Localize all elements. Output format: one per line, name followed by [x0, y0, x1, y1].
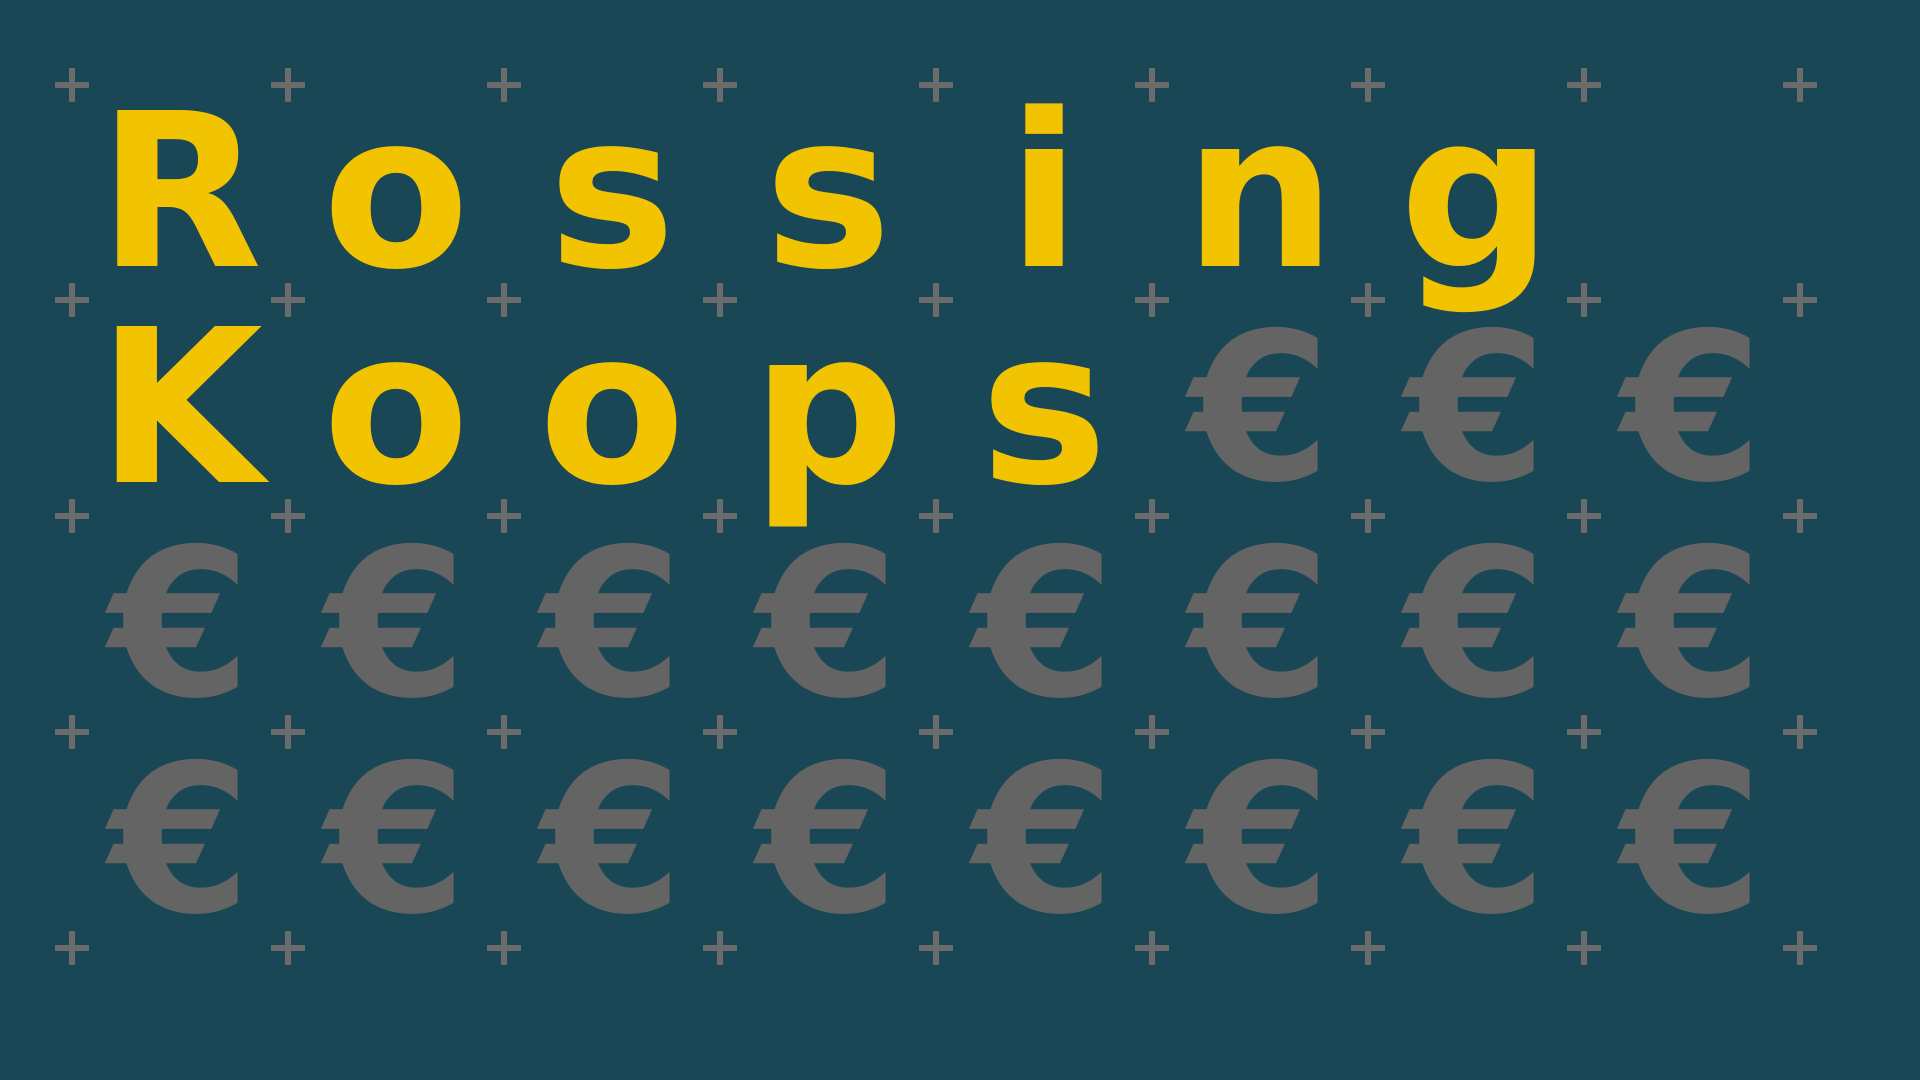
- plus-icon: [55, 499, 89, 533]
- plus-icon: [487, 715, 521, 749]
- plus-icon: [703, 931, 737, 965]
- plus-icon: [487, 68, 521, 102]
- euro-icon: €: [540, 505, 684, 744]
- plus-icon: [1135, 931, 1169, 965]
- plus-icon: [919, 499, 953, 533]
- plus-icon: [55, 283, 89, 317]
- euro-icon: €: [1620, 721, 1764, 960]
- plus-icon: [1783, 499, 1817, 533]
- plus-icon: [1135, 68, 1169, 102]
- plus-icon: [1135, 499, 1169, 533]
- plus-icon: [1567, 283, 1601, 317]
- euro-icon: €: [1404, 289, 1548, 528]
- euro-icon: €: [1404, 505, 1548, 744]
- plus-icon: [271, 283, 305, 317]
- letter-cell: n: [1183, 68, 1337, 317]
- euro-icon: €: [108, 505, 252, 744]
- letter-cell: o: [322, 68, 470, 317]
- plus-icon: [703, 499, 737, 533]
- plus-icon: [703, 715, 737, 749]
- letter-cell: o: [322, 284, 470, 533]
- plus-icon: [919, 283, 953, 317]
- plus-icon: [919, 68, 953, 102]
- plus-icon: [1351, 499, 1385, 533]
- plus-icon: [1567, 715, 1601, 749]
- plus-icon: [703, 283, 737, 317]
- plus-icon: [487, 283, 521, 317]
- plus-icon: [703, 68, 737, 102]
- euro-icon: €: [972, 721, 1116, 960]
- euro-icon: €: [1188, 289, 1332, 528]
- plus-icon: [1351, 715, 1385, 749]
- plus-icon: [55, 715, 89, 749]
- letter-cell: R: [97, 68, 263, 317]
- plus-icon: [1783, 283, 1817, 317]
- letter-cell: g: [1399, 68, 1553, 317]
- plus-icon: [55, 931, 89, 965]
- plus-icon: [271, 715, 305, 749]
- letter-cell: s: [764, 68, 892, 317]
- euro-icon: €: [756, 721, 900, 960]
- plus-icon: [1135, 283, 1169, 317]
- euro-icon: €: [1620, 505, 1764, 744]
- plus-icon: [1783, 68, 1817, 102]
- plus-icon: [1567, 931, 1601, 965]
- plus-icon: [271, 68, 305, 102]
- plus-icon: [1351, 68, 1385, 102]
- letter-cell: s: [548, 68, 676, 317]
- euro-icon: €: [1404, 721, 1548, 960]
- plus-icon: [1135, 715, 1169, 749]
- letter-cell: o: [538, 284, 686, 533]
- plus-icon: [919, 715, 953, 749]
- plus-icon: [1351, 283, 1385, 317]
- euro-icon: €: [324, 505, 468, 744]
- letter-cell: p: [751, 284, 905, 533]
- plus-icon: [1783, 931, 1817, 965]
- euro-icon: €: [756, 505, 900, 744]
- euro-icon: €: [1620, 289, 1764, 528]
- plus-icon: [487, 499, 521, 533]
- letter-cell: s: [980, 284, 1108, 533]
- euro-icon: €: [108, 721, 252, 960]
- euro-icon: €: [972, 505, 1116, 744]
- plus-icon: [271, 931, 305, 965]
- letter-cell: K: [97, 284, 263, 533]
- plus-icon: [487, 931, 521, 965]
- euro-icon: €: [1188, 721, 1332, 960]
- plus-icon: [55, 68, 89, 102]
- euro-icon: €: [1188, 505, 1332, 744]
- plus-icon: [1783, 715, 1817, 749]
- plus-icon: [1567, 68, 1601, 102]
- euro-icon: €: [540, 721, 684, 960]
- plus-icon: [1351, 931, 1385, 965]
- letter-cell: i: [1007, 68, 1081, 317]
- euro-icon: €: [324, 721, 468, 960]
- plus-icon: [919, 931, 953, 965]
- plus-icon: [1567, 499, 1601, 533]
- plus-icon: [271, 499, 305, 533]
